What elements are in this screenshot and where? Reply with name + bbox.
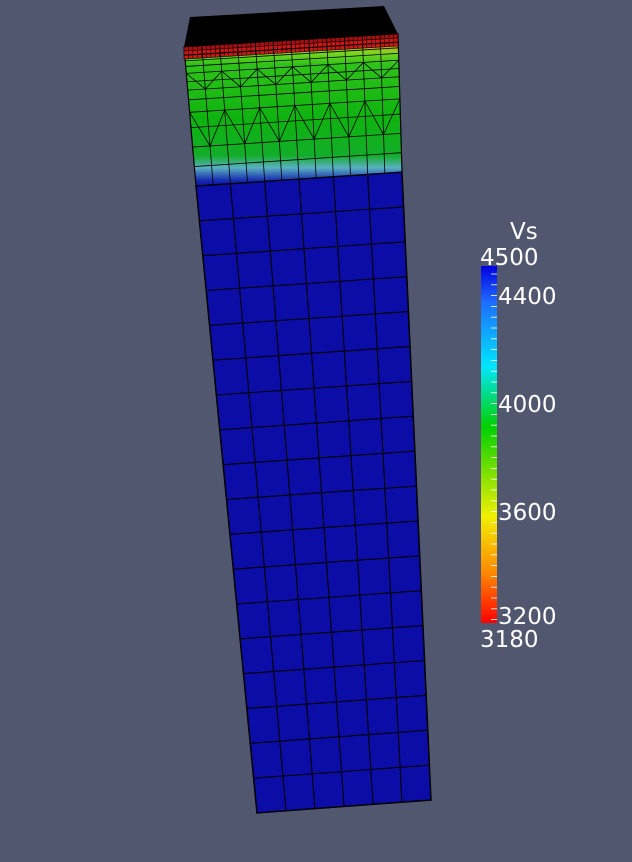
- fine-column-line: [344, 37, 351, 176]
- grid-row-line: [206, 276, 407, 292]
- transition-edge: [364, 100, 384, 135]
- fine-row-line: [194, 152, 402, 167]
- body-grid: [199, 174, 430, 811]
- grid-row-line: [240, 625, 423, 640]
- transition-edge: [294, 105, 315, 140]
- grid-row-line: [226, 485, 417, 501]
- fine-row-line: [187, 76, 400, 91]
- fine-row-line: [184, 41, 399, 56]
- colorbar-tick-label: 3200: [498, 604, 557, 630]
- transition-edge: [275, 66, 293, 85]
- transition-edge: [240, 68, 258, 88]
- transition-edge: [279, 105, 296, 142]
- fine-row-line: [185, 47, 399, 62]
- grid-row-line: [199, 206, 404, 222]
- colorbar-tick-label: 4000: [498, 392, 557, 418]
- fine-row-line: [192, 132, 401, 148]
- fine-column-line: [201, 45, 214, 185]
- fine-column-line: [308, 39, 317, 178]
- grid-row-line: [250, 729, 428, 744]
- fine-column-line: [326, 38, 334, 177]
- fine-row-line: [190, 113, 401, 129]
- grid-row-line: [233, 555, 420, 570]
- transition-edge: [186, 73, 206, 90]
- transition-edge: [310, 64, 329, 83]
- grid-row-line: [243, 659, 425, 675]
- fine-column-line: [272, 41, 283, 181]
- transition-edge: [189, 112, 211, 147]
- fine-column-line: [379, 35, 386, 174]
- grid-row-line: [216, 380, 412, 396]
- grid-row-line: [236, 590, 422, 605]
- upper-layer-grid: [184, 35, 402, 185]
- fine-row-line: [188, 86, 400, 101]
- colorbar-title: Vs: [510, 219, 538, 245]
- transition-edge: [363, 62, 382, 79]
- transition-edge: [348, 100, 366, 137]
- grid-row-line: [246, 694, 427, 710]
- fine-row-line: [185, 52, 399, 67]
- transition-edge: [381, 59, 400, 79]
- transition-edge: [244, 107, 261, 144]
- fine-column-line: [361, 36, 369, 175]
- transition-edge: [209, 109, 226, 147]
- transition-edge: [346, 62, 364, 81]
- grid-row-line: [253, 764, 430, 779]
- fine-column-line: [237, 43, 248, 183]
- colorbar-tick-label: 3600: [498, 500, 557, 526]
- transition-edge: [383, 98, 401, 135]
- colorbar-gradient: [481, 266, 497, 623]
- fine-column-line: [254, 42, 266, 182]
- grid-row-line: [202, 241, 406, 257]
- fine-row-line: [186, 68, 400, 83]
- colorbar-min-label: 3180: [480, 627, 539, 653]
- transition-edge: [327, 64, 347, 81]
- transition-edge: [313, 103, 331, 140]
- grid-row-line: [209, 311, 409, 326]
- transition-edge: [292, 66, 312, 83]
- fine-column-line: [219, 44, 231, 184]
- transition-edge: [329, 103, 350, 137]
- transition-edge: [221, 70, 241, 88]
- colorbar-tick-label: 4400: [498, 284, 557, 310]
- transition-edge: [205, 70, 222, 90]
- transition-edge: [259, 107, 280, 142]
- transition-edge: [224, 109, 246, 144]
- colorbar-max-label: 4500: [480, 245, 539, 271]
- fine-column-line: [290, 40, 300, 180]
- grid-row-line: [229, 520, 419, 535]
- grid-row-line: [212, 345, 411, 361]
- grid-row-line: [223, 450, 415, 466]
- mesh-top-face: [184, 6, 398, 47]
- mesh-body: [195, 171, 432, 814]
- grid-row-line: [219, 415, 414, 431]
- transition-edge: [256, 68, 277, 85]
